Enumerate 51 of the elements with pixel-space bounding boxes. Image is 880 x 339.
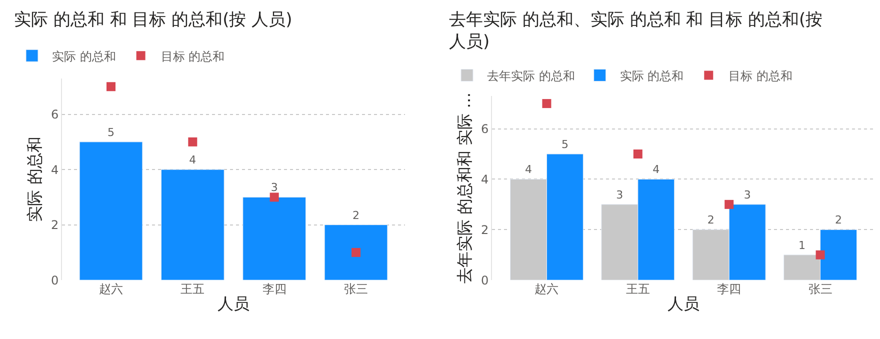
data-label: 2 bbox=[352, 208, 360, 222]
legend-label: 目标 的总和 bbox=[160, 49, 225, 64]
x-tick-label: 王五 bbox=[180, 282, 205, 296]
x-tick-label: 李四 bbox=[262, 282, 286, 296]
x-tick-label: 王五 bbox=[626, 282, 650, 296]
point bbox=[542, 99, 552, 108]
y-tick-label: 0 bbox=[50, 273, 59, 288]
x-tick-label: 赵六 bbox=[99, 282, 123, 296]
point bbox=[816, 250, 825, 260]
data-label: 3 bbox=[744, 188, 751, 202]
point bbox=[352, 248, 360, 257]
data-label: 3 bbox=[616, 188, 624, 202]
point bbox=[106, 82, 116, 92]
x-tick-label: 赵六 bbox=[534, 282, 559, 296]
y-tick-label: 6 bbox=[480, 122, 489, 136]
data-label: 2 bbox=[707, 214, 714, 227]
y-tick-label: 6 bbox=[50, 107, 59, 122]
point bbox=[633, 149, 642, 158]
point bbox=[270, 192, 279, 202]
point bbox=[188, 137, 198, 146]
data-label: 5 bbox=[561, 138, 568, 151]
y-tick-label: 4 bbox=[480, 172, 489, 186]
bar bbox=[324, 224, 388, 280]
data-label: 5 bbox=[108, 126, 114, 139]
legend-label: 目标 的总和 bbox=[728, 68, 792, 83]
x-tick-label: 李四 bbox=[717, 282, 742, 296]
data-label: 2 bbox=[835, 214, 842, 227]
data-label: 4 bbox=[524, 163, 532, 176]
legend-label: 实际 的总和 bbox=[620, 68, 684, 83]
x-axis-title: 人员 bbox=[218, 294, 250, 313]
chart-title: 去年实际 的总和、实际 的总和 和 目标 的总和(按人员) bbox=[449, 10, 823, 52]
y-tick-label: 4 bbox=[50, 162, 59, 177]
x-tick-label: 张三 bbox=[808, 282, 832, 296]
point bbox=[724, 200, 734, 209]
data-label: 3 bbox=[270, 181, 278, 194]
y-tick-label: 2 bbox=[50, 218, 59, 232]
chart-title: 实际 的总和 和 目标 的总和(按 人员) bbox=[14, 10, 292, 30]
bar bbox=[242, 196, 306, 280]
bar bbox=[160, 169, 224, 280]
legend-label: 去年实际 的总和 bbox=[487, 68, 575, 83]
x-axis-title: 人员 bbox=[668, 294, 700, 313]
bar bbox=[79, 142, 143, 280]
y-axis-title: 去年实际 的总和和 实际 … bbox=[454, 92, 474, 284]
data-label: 1 bbox=[798, 238, 806, 252]
data-label: 4 bbox=[652, 163, 660, 176]
data-label: 4 bbox=[189, 154, 196, 167]
x-tick-label: 张三 bbox=[344, 282, 368, 296]
y-axis-title: 实际 的总和 bbox=[24, 136, 44, 222]
legend-label: 实际 的总和 bbox=[52, 49, 116, 64]
y-tick-label: 2 bbox=[480, 222, 489, 237]
y-tick-label: 0 bbox=[480, 273, 489, 288]
